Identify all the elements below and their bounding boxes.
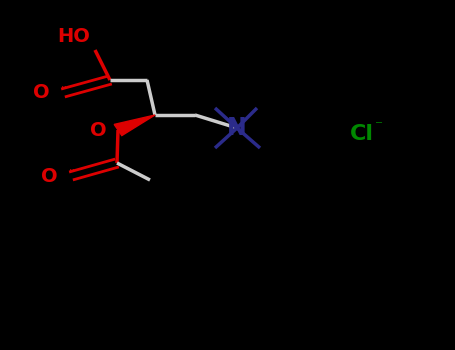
Text: ⁻: ⁻ [375,118,383,133]
Text: Cl: Cl [350,124,374,144]
Polygon shape [114,115,155,135]
Text: '': '' [61,85,68,98]
Text: N: N [227,116,247,140]
Text: O: O [90,120,106,140]
Text: HO: HO [58,28,91,47]
Text: O: O [33,84,49,103]
Text: O: O [41,167,57,186]
Text: '': '' [69,168,76,181]
